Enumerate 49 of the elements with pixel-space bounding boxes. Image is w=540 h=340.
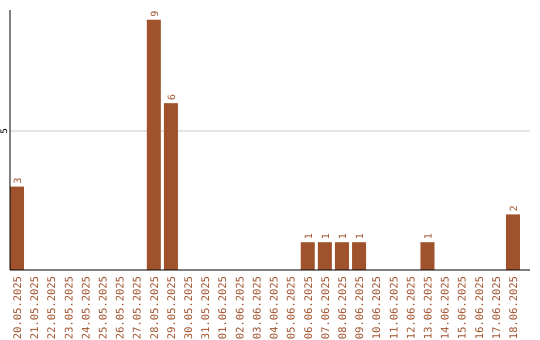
x-tick-label: 05.06.2025 [286, 276, 298, 340]
bar [300, 242, 315, 270]
x-tick-label: 14.06.2025 [440, 276, 452, 340]
data-label: 1 [320, 233, 332, 240]
bar [318, 242, 332, 270]
x-tick-label: 30.05.2025 [183, 276, 196, 340]
x-tick-label: 16.06.2025 [474, 276, 486, 340]
x-tick-label: 18.06.2025 [508, 276, 520, 340]
bar [10, 186, 24, 270]
x-tick-label: 28.05.2025 [148, 276, 161, 340]
bar [164, 103, 178, 270]
x-tick-label: 22.05.2025 [46, 276, 58, 340]
data-label: 6 [166, 94, 178, 100]
x-tick-label: 09.06.2025 [354, 276, 366, 340]
data-label: 9 [150, 10, 161, 17]
data-label: 1 [338, 233, 349, 240]
x-tick-label: 06.06.2025 [302, 276, 315, 340]
x-tick-label: 02.06.2025 [234, 276, 246, 340]
bar [146, 20, 161, 270]
x-tick-label: 26.05.2025 [114, 276, 127, 340]
x-tick-label: 03.06.2025 [251, 276, 264, 340]
x-tick-label: 10.06.2025 [371, 276, 384, 340]
data-label: 2 [508, 205, 520, 212]
x-tick-label: 07.06.2025 [320, 276, 332, 340]
x-tick-label: 20.05.2025 [12, 276, 24, 340]
x-tick-label: 29.05.2025 [166, 276, 178, 340]
x-tick-label: 27.05.2025 [132, 276, 144, 340]
x-tick-label: 17.06.2025 [490, 276, 503, 340]
x-tick-label: 15.06.2025 [456, 276, 469, 340]
bar [506, 214, 520, 270]
data-label: 1 [355, 233, 366, 240]
bar [352, 242, 366, 270]
data-label: 1 [423, 233, 434, 240]
x-tick-label: 23.05.2025 [63, 276, 76, 340]
bar [334, 242, 349, 270]
x-tick-label: 01.06.2025 [217, 276, 230, 340]
x-tick-label: 25.05.2025 [98, 276, 110, 340]
x-tick-label: 31.05.2025 [200, 276, 212, 340]
data-label: 3 [13, 178, 24, 184]
x-tick-label: 11.06.2025 [388, 276, 400, 340]
x-tick-label: 21.05.2025 [29, 276, 42, 340]
x-tick-label: 04.06.2025 [268, 276, 281, 340]
x-tick-label: 24.05.2025 [80, 276, 92, 340]
y-tick-label: 5 [0, 128, 10, 134]
x-tick-label: 08.06.2025 [336, 276, 349, 340]
data-label: 1 [304, 233, 315, 240]
x-tick-label: 13.06.2025 [422, 276, 434, 340]
x-tick-label: 12.06.2025 [405, 276, 418, 340]
bar [420, 242, 434, 270]
